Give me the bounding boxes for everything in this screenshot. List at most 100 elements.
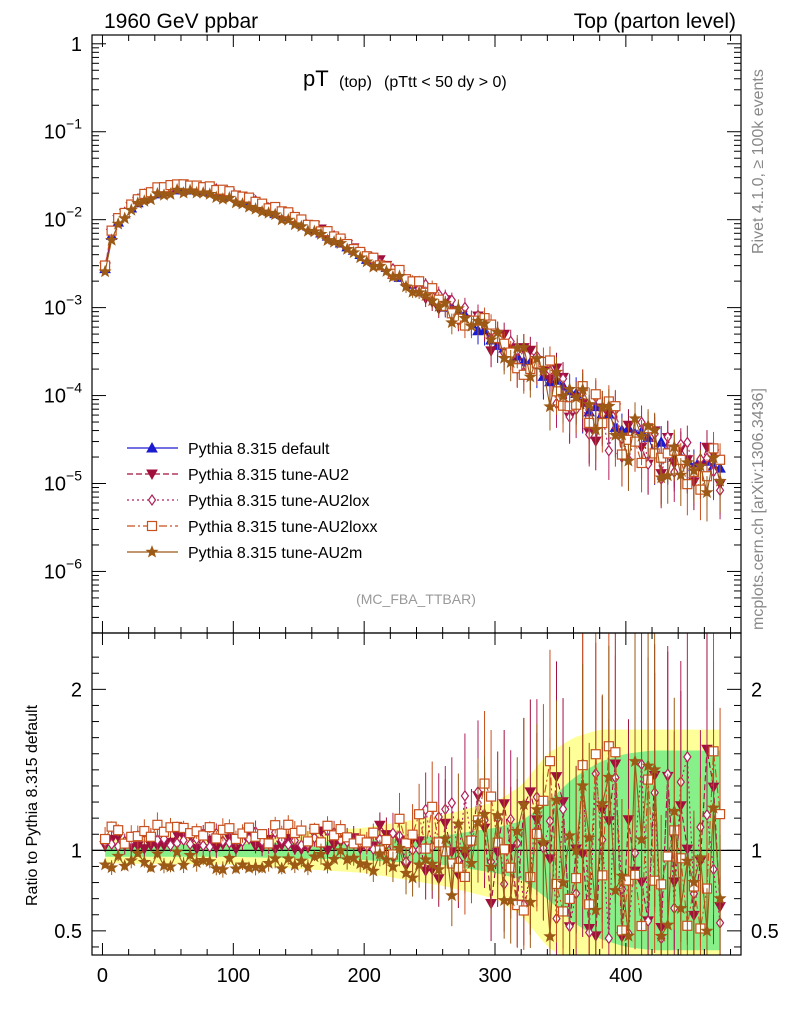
y-tick-label: 10−3 [44,292,82,320]
data-point [563,382,577,395]
data-point [661,468,675,482]
ratio-point [183,848,197,861]
legend-item-4: Pythia 8.315 tune-AU2loxx [127,519,377,536]
ratio-point [628,754,642,767]
ratio-point [124,853,138,867]
legend-label: Pythia 8.315 tune-AU2loxx [188,519,377,536]
data-point [634,429,649,442]
data-point [523,369,537,383]
ratio-ylabel: Ratio to Pythia 8.315 default [24,704,41,906]
y-tick-label: 10−6 [44,555,82,583]
data-point [674,467,688,481]
ratio-point [714,809,726,820]
ratio-point [157,858,171,872]
ratio-point [491,808,505,821]
legend: Pythia 8.315 default Pythia 8.315 tune-AU… [127,441,377,562]
data-point [543,399,557,413]
ratio-point [360,858,374,871]
data-point [491,325,505,338]
ratio-point [414,809,425,820]
data-point [504,355,518,369]
ratio-point [634,832,649,846]
data-point [576,382,590,396]
ratio-point [608,883,622,896]
ratio-point [309,823,320,834]
data-point [477,316,492,330]
ratio-point [458,841,472,855]
y-tick-label: 10−2 [44,204,82,232]
ratio-point [224,823,235,834]
data-point [229,195,243,209]
ratio-point [392,841,407,854]
data-point [471,314,485,327]
ratio-point [667,804,681,817]
ratio-point [438,831,452,845]
data-point [647,422,662,436]
ratio-point [602,770,616,783]
data-point [425,293,439,307]
ratio-point [427,801,438,812]
ratio-y-tick-label-right: 1 [751,840,762,862]
ratio-point [342,832,353,843]
data-point [544,355,556,366]
data-point [347,245,361,259]
ratio-point [170,844,184,858]
data-point [314,227,328,240]
ratio-point [569,843,583,857]
rivet-label: Rivet 4.1.0, ≥ 100k events [750,69,767,254]
ratio-point [563,828,577,842]
main-panel: 1 10−1 10−2 10−3 10−4 10−5 10−6 [44,34,742,634]
data-point [320,233,335,246]
ratio-point [407,829,418,840]
ratio-point [283,819,294,830]
data-point [255,204,269,218]
ratio-point [499,844,510,855]
data-point [183,183,197,197]
ratio-point [296,825,307,836]
ratio-point [281,851,295,865]
ratio-point [471,815,485,829]
ratio-point [460,789,470,802]
ratio-point [263,838,274,849]
ratio-point [674,901,688,914]
ratio-point [203,854,217,868]
legend-marker [146,441,158,453]
data-point [98,264,112,278]
ratio-point [485,791,497,802]
ratio-point [334,843,348,857]
ratio-point [641,759,655,772]
ratio-point [549,793,564,806]
x-tick-label: 400 [609,965,642,987]
ratio-point [98,857,112,871]
ratio-point [284,838,293,851]
ratio-point [268,851,282,865]
legend-marker [145,545,159,558]
data-point [414,276,425,287]
series-ratio-line [104,744,721,931]
y-tick-label: 10−4 [44,380,82,408]
x-tick-label: 100 [217,965,250,987]
data-point [602,399,616,412]
ratio-point [119,838,130,849]
data-point [628,411,642,425]
data-point [150,186,165,200]
ratio-point [328,830,340,841]
ratio-point [700,924,714,937]
legend-marker [146,520,158,532]
data-point [713,474,727,487]
data-point [203,187,217,200]
ratio-point [196,853,210,866]
ratio-point [399,866,413,879]
ratio-point [400,838,412,849]
ratio-point [113,825,124,836]
data-point [438,296,452,309]
ratio-point [623,875,634,886]
data-point [667,439,681,453]
y-tick-label: 10−1 [44,116,82,144]
ratio-point [209,861,223,875]
ratio-point [394,813,405,824]
ratio-point [353,856,367,870]
x-tick-label: 300 [478,965,511,987]
ratio-point [137,855,151,868]
